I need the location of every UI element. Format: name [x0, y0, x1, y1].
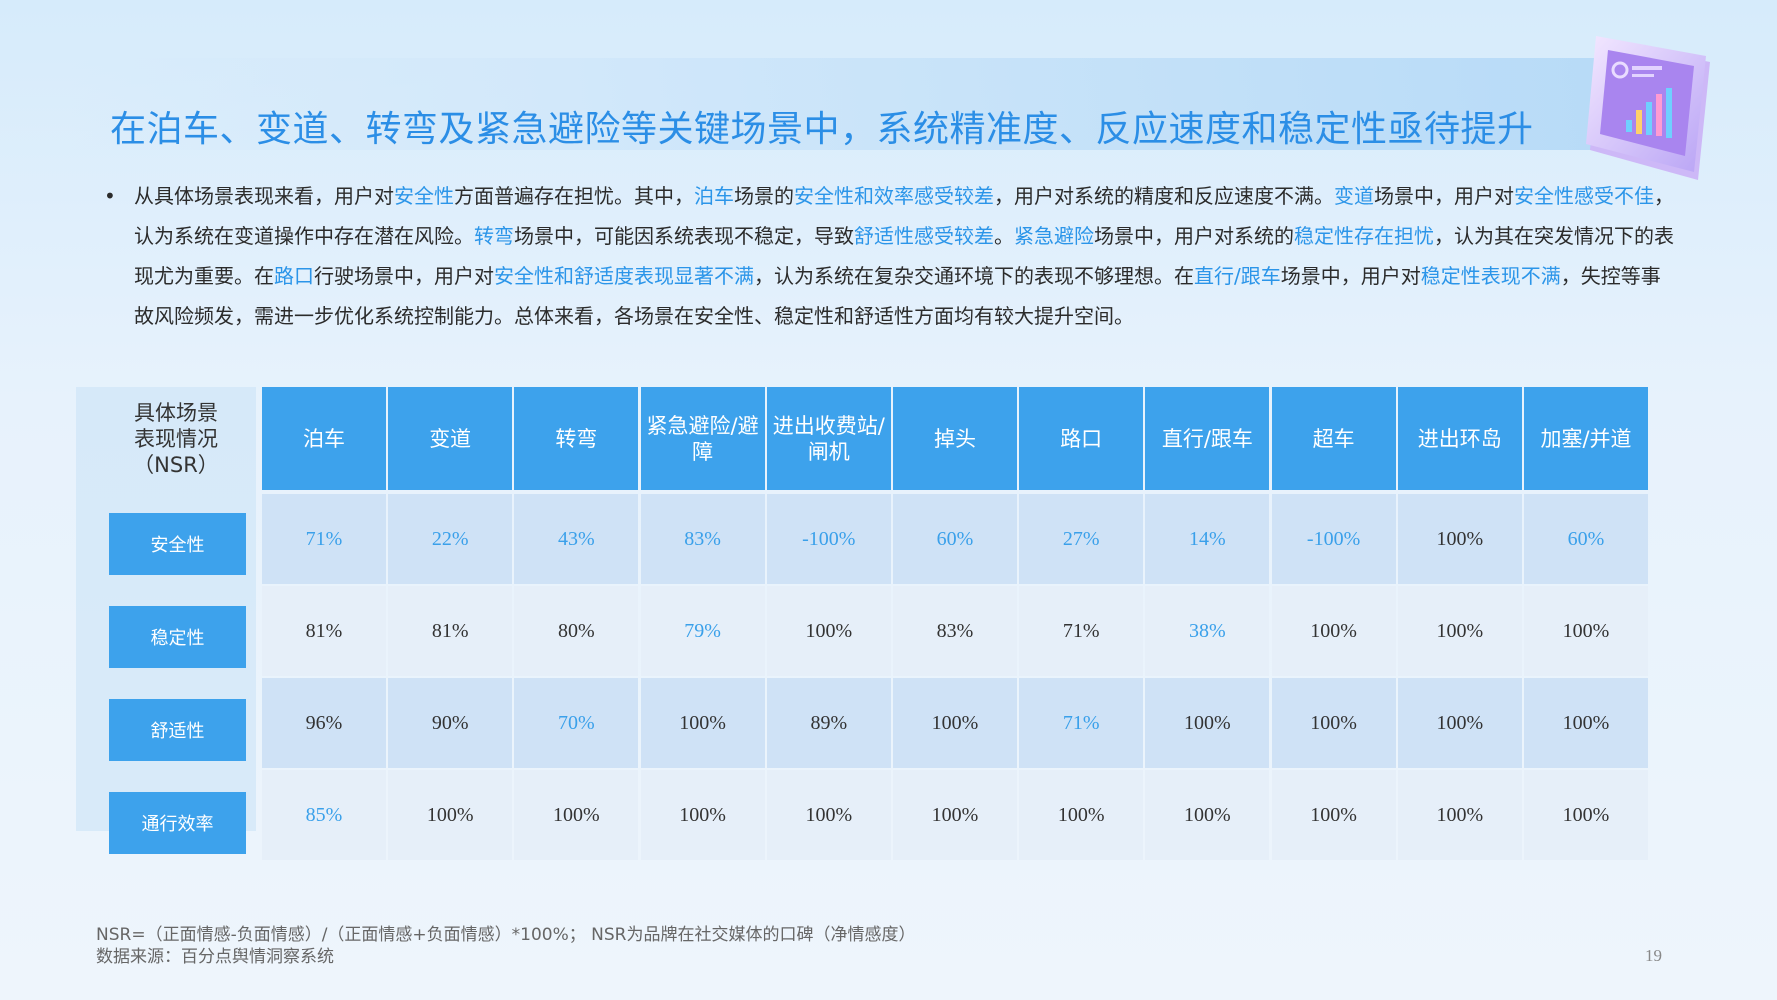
body-text: ，认为其在突发情况下的表现尤为重要。在: [134, 224, 1674, 288]
table-cell: 83%: [893, 586, 1017, 676]
bullet-marker: •: [104, 184, 116, 208]
footnote-formula: NSR=（正面情感-负面情感）/（正面情感+负面情感）*100%； NSR为品牌…: [96, 925, 916, 945]
column-header: 紧急避险/避障: [640, 387, 765, 490]
table-cell: 100%: [1271, 678, 1396, 768]
table-cell: 100%: [1397, 770, 1522, 860]
table-cell: 14%: [1145, 494, 1270, 584]
column-header: 转弯: [514, 387, 639, 490]
table-cell: 100%: [1397, 494, 1522, 584]
table-cell: 83%: [640, 494, 765, 584]
highlight-text: 安全性和效率感受较差: [794, 184, 994, 208]
column-header: 进出收费站/闸机: [766, 387, 891, 490]
table-cell: 71%: [1019, 678, 1144, 768]
column-header: 直行/跟车: [1145, 387, 1270, 490]
highlight-text: 安全性: [394, 184, 454, 208]
table-cell: 100%: [1271, 770, 1396, 860]
summary-text: 从具体场景表现来看，用户对安全性方面普遍存在担忧。其中，泊车场景的安全性和效率感…: [134, 176, 1679, 336]
table-cell: 96%: [262, 678, 386, 768]
body-text: 。: [994, 224, 1014, 248]
table-cell: 70%: [514, 678, 639, 768]
table-cell: 100%: [1271, 586, 1396, 676]
highlight-text: 安全性感受不佳: [1514, 184, 1654, 208]
column-header: 掉头: [893, 387, 1017, 490]
table-cell: 100%: [1019, 770, 1144, 860]
table-cell: 90%: [388, 678, 513, 768]
highlight-text: 舒适性感受较差: [854, 224, 994, 248]
table-cell: -100%: [1271, 494, 1396, 584]
page-number: 19: [1645, 946, 1662, 965]
body-text: 从具体场景表现来看，用户对: [134, 184, 394, 208]
table-cell: 100%: [1524, 586, 1648, 676]
table-cell: 71%: [262, 494, 386, 584]
table-cell: 100%: [1524, 770, 1648, 860]
table-cell: 100%: [766, 770, 891, 860]
table-cell: 27%: [1019, 494, 1144, 584]
table-cell: 100%: [766, 586, 891, 676]
body-text: 场景中，用户对: [1374, 184, 1514, 208]
table-cell: 80%: [514, 586, 639, 676]
body-text: 场景中，用户对系统的: [1094, 224, 1294, 248]
column-header: 泊车: [262, 387, 386, 490]
footnote: NSR=（正面情感-负面情感）/（正面情感+负面情感）*100%； NSR为品牌…: [96, 924, 916, 968]
row-label: 稳定性: [109, 606, 246, 668]
table-cell: 22%: [388, 494, 513, 584]
body-text: 场景中，用户对: [1280, 264, 1421, 288]
footnote-source: 数据来源：百分点舆情洞察系统: [96, 947, 334, 967]
table-cell: 100%: [514, 770, 639, 860]
table-cell: 81%: [388, 586, 513, 676]
table-cell: 100%: [1397, 586, 1522, 676]
column-header: 加塞/并道: [1524, 387, 1648, 490]
column-header: 路口: [1019, 387, 1144, 490]
highlight-text: 紧急避险: [1014, 224, 1094, 248]
table-cell: 71%: [1019, 586, 1144, 676]
table-cell: 100%: [640, 678, 765, 768]
table-cell: 89%: [766, 678, 891, 768]
highlight-text: 路口: [274, 264, 314, 288]
corner-label-line: （NSR）: [133, 453, 219, 477]
table-cell: 100%: [1145, 770, 1270, 860]
highlight-text: 稳定性存在担忧: [1294, 224, 1434, 248]
table-cell: -100%: [766, 494, 891, 584]
page-title: 在泊车、变道、转弯及紧急避险等关键场景中，系统精准度、反应速度和稳定性亟待提升: [110, 109, 1534, 150]
body-text: ，认为系统在复杂交通环境下的表现不够理想。在: [754, 264, 1194, 288]
column-header: 进出环岛: [1397, 387, 1522, 490]
table-cell: 85%: [262, 770, 386, 860]
table-cell: 100%: [388, 770, 513, 860]
row-label: 通行效率: [109, 792, 246, 854]
table-cell: 100%: [893, 678, 1017, 768]
corner-label-line: 表现情况: [134, 427, 218, 451]
row-label: 舒适性: [109, 699, 246, 761]
table-cell: 100%: [1145, 678, 1270, 768]
table-cell: 100%: [1524, 678, 1648, 768]
corner-label-line: 具体场景: [134, 401, 218, 425]
table-cell: 60%: [1524, 494, 1648, 584]
highlight-text: 转弯: [474, 224, 514, 248]
chart-tablet-icon: [1586, 36, 1710, 180]
title-band: [70, 58, 1600, 150]
row-label: 安全性: [109, 513, 246, 575]
body-text: 方面普遍存在担忧。其中，: [454, 184, 694, 208]
table-cell: 38%: [1145, 586, 1270, 676]
highlight-text: 稳定性表现不满: [1420, 264, 1561, 288]
table-cell: 79%: [640, 586, 765, 676]
table-cell: 43%: [514, 494, 639, 584]
body-text: 场景的: [734, 184, 794, 208]
body-text: ，认为系统在变道操作中存在潜在风险。: [134, 184, 1674, 248]
highlight-text: 直行/跟车: [1194, 264, 1281, 288]
body-text: ，用户对系统的精度和反应速度不满。: [994, 184, 1334, 208]
table-cell: 100%: [640, 770, 765, 860]
highlight-text: 安全性和舒适度表现显著不满: [494, 264, 754, 288]
column-header: 超车: [1271, 387, 1396, 490]
table-cell: 100%: [1397, 678, 1522, 768]
highlight-text: 变道: [1334, 184, 1374, 208]
body-text: 场景中，可能因系统表现不稳定，导致: [514, 224, 854, 248]
corner-label: 具体场景 表现情况 （NSR）: [96, 400, 256, 478]
body-text: ，失控等事故风险频发，需进一步优化系统控制能力。总体来看，各场景在安全性、稳定性…: [134, 264, 1661, 328]
table-cell: 60%: [893, 494, 1017, 584]
body-text: 行驶场景中，用户对: [314, 264, 494, 288]
highlight-text: 泊车: [694, 184, 734, 208]
column-header: 变道: [388, 387, 513, 490]
table-cell: 100%: [893, 770, 1017, 860]
table-cell: 81%: [262, 586, 386, 676]
